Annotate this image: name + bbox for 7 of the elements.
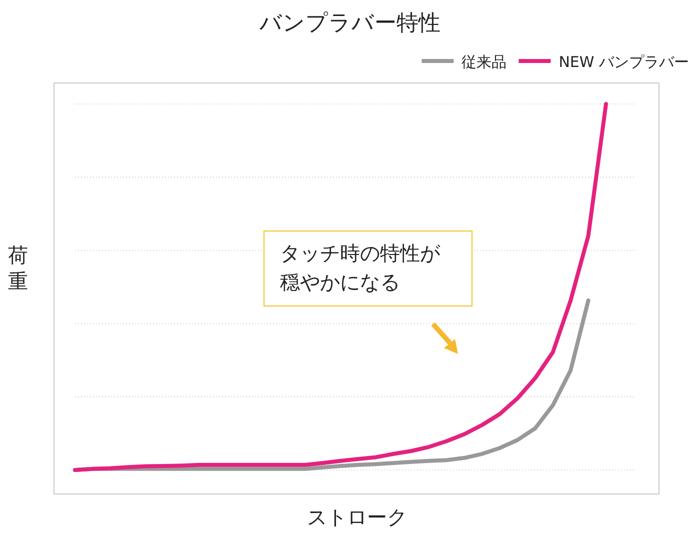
x-axis-title: ストローク [307, 505, 407, 529]
y-axis-title: 荷重 [8, 243, 28, 293]
annotation: タッチ時の特性が [280, 241, 441, 265]
legend-label: 従来品 [462, 53, 507, 71]
legend-label: NEW バンプラバー [558, 53, 689, 71]
chart-title: バンプラバー特性 [258, 11, 440, 36]
annotation: 穏やかになる [280, 270, 400, 294]
